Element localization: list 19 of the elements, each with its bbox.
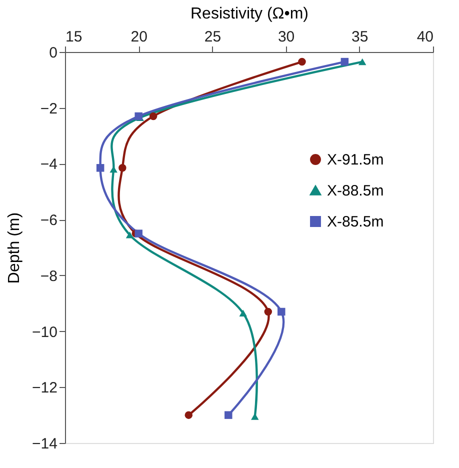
y-tick-label: −10 [32,324,58,341]
legend-label: X-91.5m [327,152,384,168]
y-axis-title: Depth (m) [6,212,24,284]
legend-label: X-88.5m [327,182,384,200]
y-tick-label: −6 [40,212,58,230]
x-tick-label: 40 [416,28,434,46]
y-tick-label: −4 [40,156,58,174]
y-tick-label: −8 [40,268,58,285]
y-tick-label: 0 [49,44,58,62]
x-axis-title: Resistivity (Ω•m) [190,6,308,22]
x-tick-label: 20 [130,28,148,46]
y-tick-label: −12 [32,380,58,397]
y-tick-label: −14 [32,436,58,452]
legend-label: X-85.5m [327,214,384,230]
x-tick-label: 30 [278,28,295,46]
y-tick-label: −2 [40,100,58,118]
x-tick-label: 35 [352,28,368,46]
x-tick-label: 15 [66,28,82,46]
x-tick-label: 25 [204,28,222,46]
